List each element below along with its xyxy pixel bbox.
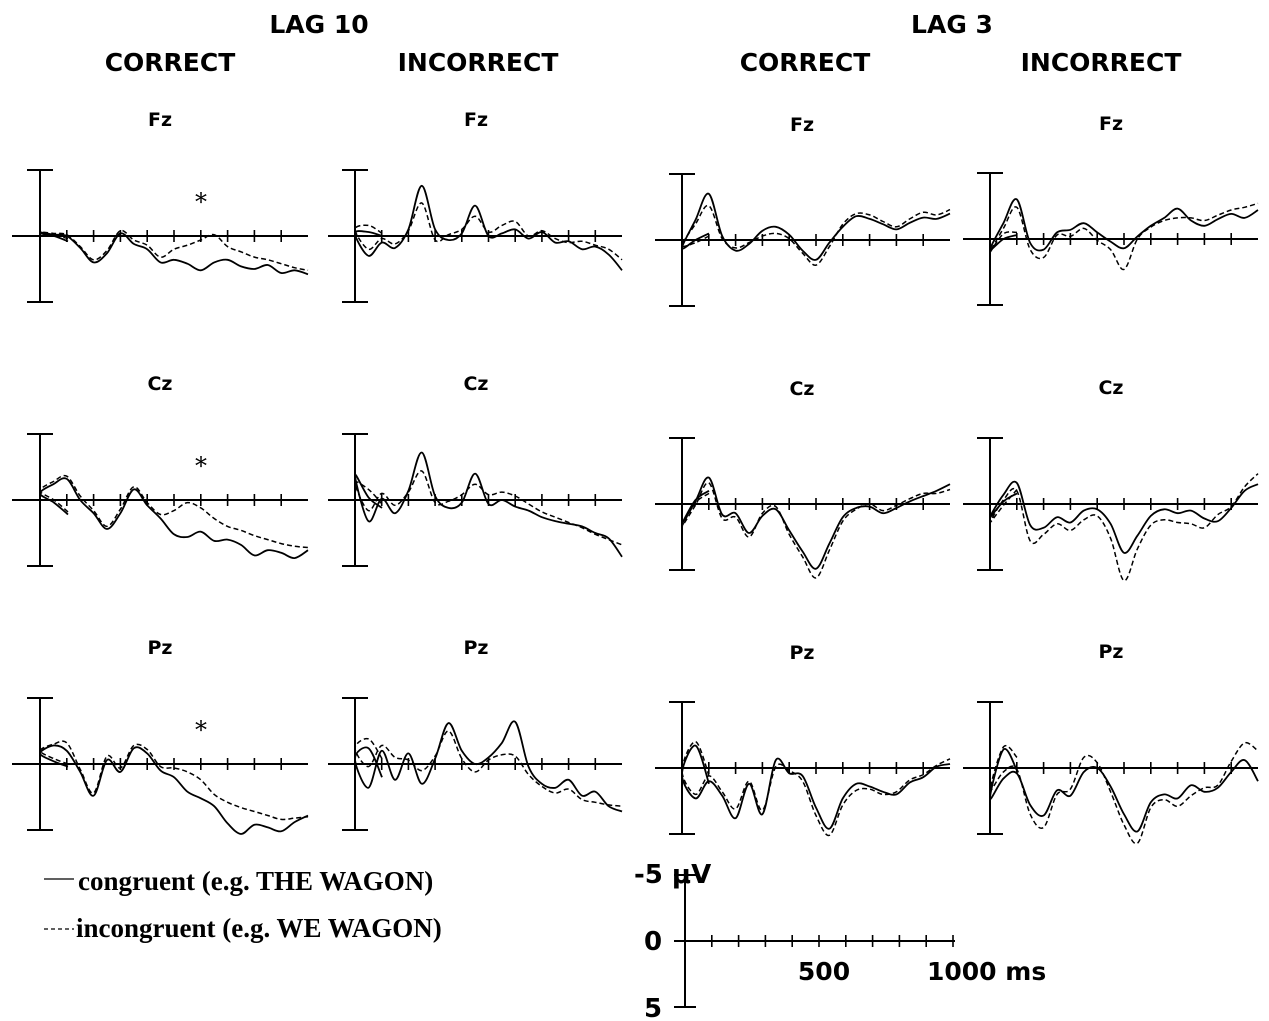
waveform-incongruent <box>39 474 309 549</box>
electrode-label: Fz <box>148 109 172 131</box>
waveform-congruent <box>989 748 1259 833</box>
waveform-congruent <box>681 476 951 570</box>
waveform-incongruent <box>39 229 309 272</box>
panel-lag3-correct-pz: Pz <box>655 642 951 837</box>
panel-lag10-correct-fz: Fz * <box>12 109 309 303</box>
scale-label-1000ms: 1000 ms <box>927 957 1046 986</box>
scale-label-500ms: 500 <box>798 957 850 986</box>
waveform-incongruent <box>681 740 951 837</box>
condition-label-lag3-correct: CORRECT <box>740 48 871 77</box>
panel-lag10-correct-pz: Pz * <box>12 637 309 835</box>
electrode-label: Fz <box>464 109 488 131</box>
panel-lag3-correct-fz: Fz <box>655 114 951 307</box>
panel-lag10-correct-cz: Cz * <box>12 373 309 567</box>
panel-lag3-incorrect-pz: Pz <box>963 641 1259 845</box>
waveform-incongruent <box>354 202 623 261</box>
significance-marker: * <box>195 452 207 480</box>
waveform-incongruent <box>354 730 623 807</box>
group-label-lag10: LAG 10 <box>269 10 368 39</box>
waveform-congruent <box>354 184 623 271</box>
waveform-congruent <box>39 744 309 835</box>
panel-lag10-incorrect-fz: Fz <box>328 109 623 303</box>
electrode-label: Pz <box>1099 641 1124 663</box>
condition-label-lag10-correct: CORRECT <box>105 48 236 77</box>
panel-lag3-correct-cz: Cz <box>655 378 951 579</box>
scale-label-minus5: -5 μV <box>634 860 711 890</box>
legend: congruent (e.g. THE WAGON) incongruent (… <box>44 866 442 943</box>
electrode-label: Fz <box>790 114 814 136</box>
condition-label-lag3-incorrect: INCORRECT <box>1021 48 1182 77</box>
legend-label-congruent: congruent (e.g. THE WAGON) <box>78 866 433 896</box>
waveform-incongruent <box>681 482 951 579</box>
waveform-congruent <box>989 480 1259 554</box>
waveform-congruent <box>39 232 309 276</box>
waveform-congruent <box>681 744 951 830</box>
waveform-congruent <box>354 720 623 813</box>
scale-bar: -5 μV 0 5 500 1000 ms <box>634 860 1046 1021</box>
waveform-congruent <box>354 451 623 558</box>
waveform-incongruent <box>989 473 1259 582</box>
electrode-label: Cz <box>147 373 172 395</box>
waveform-congruent <box>39 477 309 560</box>
panel-grid: Fz * Fz Fz Fz Cz * Cz Cz Cz Pz * Pz Pz Pz <box>12 109 1259 845</box>
panel-lag10-incorrect-pz: Pz <box>328 637 623 831</box>
electrode-label: Cz <box>1098 377 1123 399</box>
waveform-congruent <box>681 192 951 261</box>
waveform-incongruent <box>989 741 1259 845</box>
waveform-incongruent <box>989 202 1259 271</box>
panel-lag3-incorrect-fz: Fz <box>963 113 1259 306</box>
scale-label-zero: 0 <box>644 927 662 957</box>
legend-label-incongruent: incongruent (e.g. WE WAGON) <box>76 913 442 943</box>
electrode-label: Fz <box>1099 113 1123 135</box>
waveform-congruent <box>989 198 1259 252</box>
waveform-incongruent <box>681 204 951 266</box>
significance-marker: * <box>195 716 207 744</box>
scale-label-plus5: 5 <box>644 994 662 1021</box>
panel-lag10-incorrect-cz: Cz <box>328 373 623 567</box>
significance-marker: * <box>195 188 207 216</box>
electrode-label: Pz <box>790 642 815 664</box>
electrode-label: Cz <box>789 378 814 400</box>
electrode-label: Pz <box>464 637 489 659</box>
electrode-label: Cz <box>463 373 488 395</box>
condition-label-lag10-incorrect: INCORRECT <box>398 48 559 77</box>
waveform-incongruent <box>39 740 309 821</box>
electrode-label: Pz <box>148 637 173 659</box>
panel-lag3-incorrect-cz: Cz <box>963 377 1259 582</box>
group-label-lag3: LAG 3 <box>911 10 993 39</box>
waveform-incongruent <box>354 470 623 546</box>
